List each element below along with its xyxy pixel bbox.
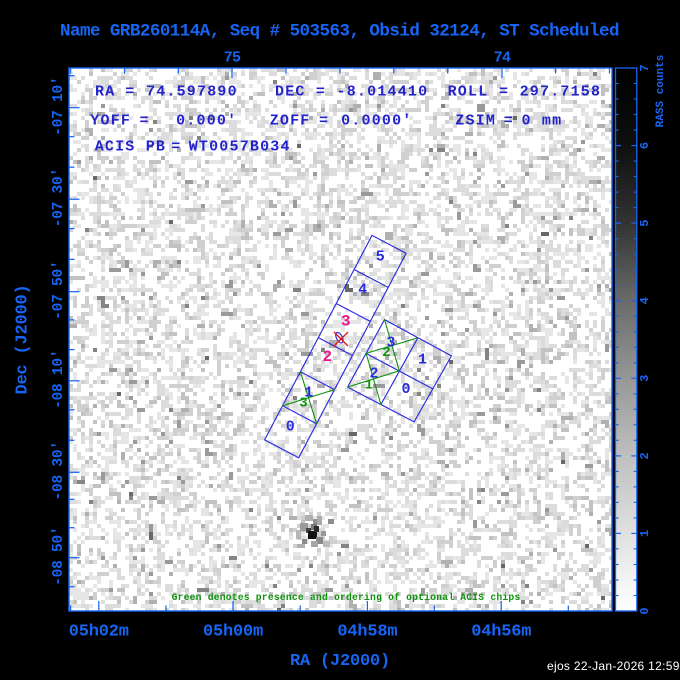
svg-text:RA (J2000): RA (J2000) (290, 652, 390, 671)
svg-text:5: 5 (376, 249, 385, 266)
svg-text:-07 50': -07 50' (51, 261, 67, 320)
svg-text:WT0057B034: WT0057B034 (189, 139, 291, 156)
svg-text:05h00m: 05h00m (203, 623, 263, 642)
svg-text:DEC: DEC (275, 84, 306, 101)
svg-text:=: = (319, 113, 329, 130)
svg-text:3: 3 (638, 375, 652, 382)
svg-text:-08 30': -08 30' (51, 441, 67, 500)
svg-text:=: = (316, 84, 326, 101)
svg-text:1: 1 (418, 352, 427, 369)
svg-text:RASS counts: RASS counts (655, 55, 667, 128)
svg-text:-07 30': -07 30' (51, 168, 67, 227)
svg-text:-07 10': -07 10' (51, 77, 67, 136)
svg-text:YOFF: YOFF (90, 113, 131, 130)
svg-text:ACIS PB: ACIS PB (95, 139, 166, 156)
svg-text:5: 5 (638, 220, 652, 227)
svg-text:05h02m: 05h02m (69, 623, 129, 642)
svg-text:75: 75 (224, 50, 241, 67)
svg-text:297.7158: 297.7158 (520, 84, 602, 101)
svg-text:0.0000': 0.0000' (341, 113, 412, 130)
svg-text:7: 7 (638, 64, 652, 71)
svg-text:0: 0 (401, 381, 410, 398)
svg-text:ZSIM: ZSIM (455, 113, 496, 130)
svg-text:6: 6 (638, 142, 652, 149)
svg-text:2: 2 (638, 452, 652, 459)
svg-text:Name GRB260114A, Seq # 503563,: Name GRB260114A, Seq # 503563, Obsid 321… (60, 21, 619, 41)
svg-text:ROLL: ROLL (448, 84, 489, 101)
svg-text:-08 50': -08 50' (51, 527, 67, 586)
svg-text:-08 10': -08 10' (51, 350, 67, 409)
svg-text:ZOFF: ZOFF (270, 113, 311, 130)
svg-text:=: = (499, 84, 509, 101)
svg-text:3: 3 (299, 395, 307, 411)
svg-text:0: 0 (638, 607, 652, 614)
svg-text:2: 2 (322, 348, 332, 366)
svg-text:3: 3 (386, 335, 395, 352)
svg-text:=: = (171, 139, 181, 156)
svg-text:2: 2 (382, 345, 390, 361)
svg-text:0.000': 0.000' (176, 113, 237, 130)
svg-text:3: 3 (341, 312, 351, 330)
svg-text:04h58m: 04h58m (337, 623, 397, 642)
svg-text:74.597890: 74.597890 (146, 84, 238, 101)
svg-text:Dec (J2000): Dec (J2000) (14, 284, 33, 394)
svg-text:0 mm: 0 mm (522, 113, 563, 130)
svg-text:=: = (504, 113, 514, 130)
svg-text:4: 4 (358, 282, 367, 299)
svg-text:1: 1 (304, 385, 313, 402)
svg-text:0: 0 (286, 419, 295, 436)
svg-text:Green denotes presence and ord: Green denotes presence and ordering of o… (172, 592, 521, 603)
svg-text:1: 1 (638, 530, 652, 537)
svg-text:2: 2 (369, 366, 378, 383)
svg-text:RA: RA (95, 84, 115, 101)
svg-text:-8.014410: -8.014410 (337, 84, 429, 101)
svg-text:ejos 22-Jan-2026 12:59: ejos 22-Jan-2026 12:59 (547, 659, 680, 673)
svg-text:=: = (140, 113, 150, 130)
svg-text:1: 1 (365, 377, 373, 393)
svg-text:=: = (125, 84, 135, 101)
svg-text:4: 4 (638, 297, 652, 304)
svg-text:74: 74 (494, 50, 511, 67)
svg-text:04h56m: 04h56m (471, 623, 531, 642)
